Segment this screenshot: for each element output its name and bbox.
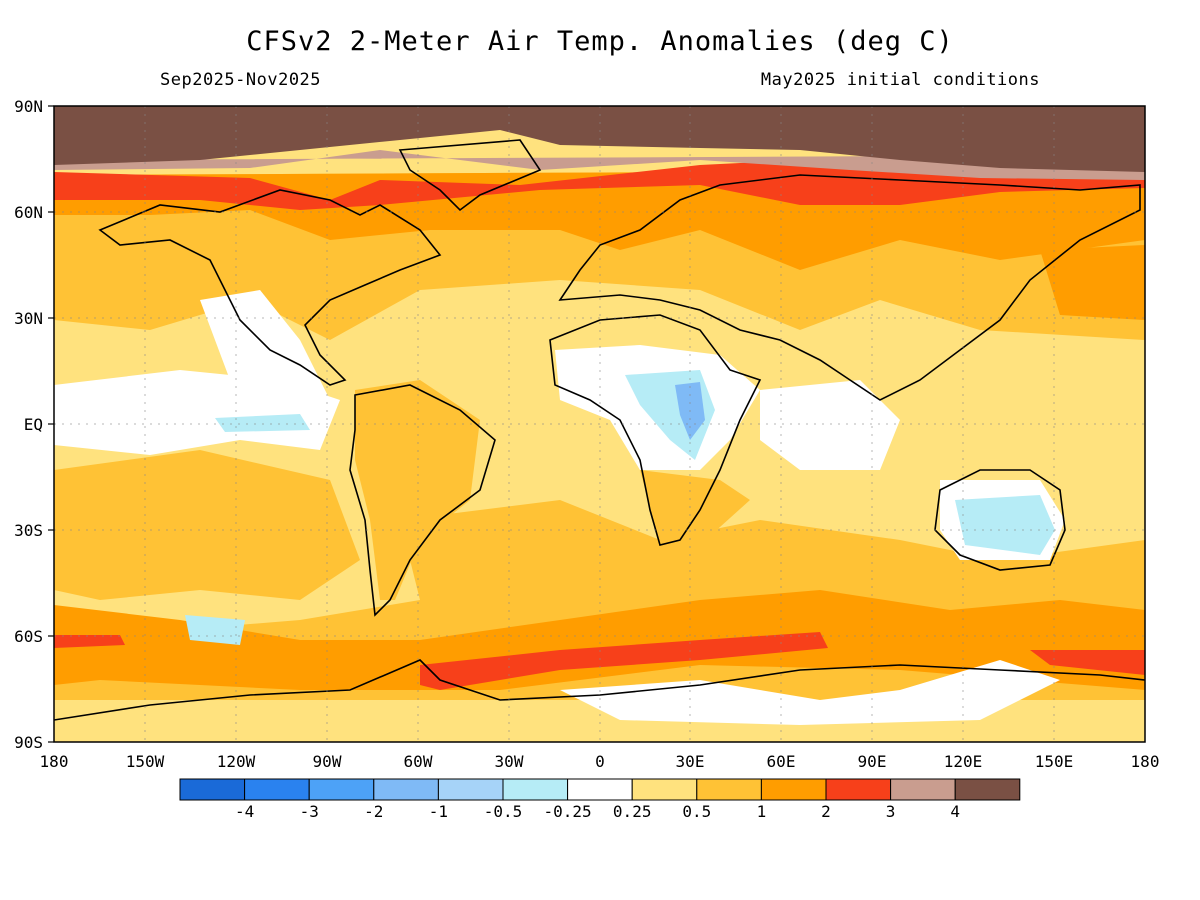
colorbar-swatch bbox=[760, 778, 827, 801]
red-arctic-band bbox=[54, 160, 1145, 210]
colorbar-label: -2 bbox=[364, 802, 383, 821]
warm-band-south-pacific bbox=[54, 450, 360, 600]
colorbar-label: -0.5 bbox=[484, 802, 523, 821]
north-america-outline bbox=[98, 189, 442, 386]
colorbar-label: 0.25 bbox=[613, 802, 652, 821]
lat-label: 90S bbox=[14, 733, 43, 752]
colorbar-swatch bbox=[502, 778, 569, 801]
colorbar-swatch bbox=[825, 778, 892, 801]
lat-label: EQ bbox=[24, 415, 43, 434]
lon-labels: 180 150W 120W 90W 60W 30W 0 30E 60E 90E … bbox=[40, 752, 1160, 771]
orange-southern-ocean bbox=[54, 590, 1145, 690]
lon-label: 180 bbox=[1131, 752, 1160, 771]
graticule bbox=[54, 106, 1145, 742]
colorbar-swatch bbox=[373, 778, 439, 801]
lon-label: 150W bbox=[126, 752, 165, 771]
initial-conditions: May2025 initial conditions bbox=[760, 70, 1040, 90]
colorbar-swatch bbox=[244, 778, 310, 801]
red-south-pacific-west bbox=[54, 635, 125, 648]
colorbar: -4 -3 -2 -1 -0.5 -0.25 0.25 0.5 1 2 3 4 bbox=[179, 778, 1021, 821]
lon-label: 30W bbox=[495, 752, 524, 771]
lat-labels: 90N 60N 30N EQ 30S 60S 90S bbox=[14, 97, 43, 752]
colorbar-swatch bbox=[308, 778, 375, 801]
tan-arctic-band bbox=[54, 150, 1145, 180]
cool-east-pacific bbox=[215, 414, 310, 432]
colorbar-label: -0.25 bbox=[544, 802, 592, 821]
lon-label: 150E bbox=[1035, 752, 1074, 771]
colorbar-swatch bbox=[631, 778, 698, 801]
lon-label: 90W bbox=[313, 752, 342, 771]
cool-australia bbox=[955, 495, 1055, 555]
lon-label: 120E bbox=[944, 752, 983, 771]
africa-outline bbox=[549, 314, 762, 546]
lon-label: 180 bbox=[40, 752, 69, 771]
colorbar-label: 4 bbox=[950, 802, 960, 821]
lat-label: 30S bbox=[14, 521, 43, 540]
colorbar-label: -1 bbox=[429, 802, 448, 821]
colorbar-swatch bbox=[954, 778, 1021, 801]
antarctica-outline bbox=[54, 659, 1145, 721]
greenland-outline bbox=[398, 139, 542, 212]
colorbar-label: -4 bbox=[235, 802, 254, 821]
lat-label: 90N bbox=[14, 97, 43, 116]
lat-label: 60N bbox=[14, 203, 43, 222]
coastlines bbox=[54, 139, 1145, 721]
colorbar-swatch bbox=[179, 778, 246, 801]
cool-south-pacific bbox=[185, 615, 245, 645]
colorbar-label: 2 bbox=[821, 802, 831, 821]
warm-africa-south bbox=[640, 470, 750, 545]
neutral-indian-ocean bbox=[760, 380, 900, 470]
lat-label: 30N bbox=[14, 309, 43, 328]
map-title: CFSv2 2-Meter Air Temp. Anomalies (deg C… bbox=[246, 26, 954, 57]
neutral-antarctica bbox=[560, 660, 1060, 725]
orange-pacific-east bbox=[1040, 245, 1145, 320]
lon-label: 60E bbox=[767, 752, 796, 771]
forecast-period: Sep2025-Nov2025 bbox=[160, 70, 322, 90]
colorbar-swatch bbox=[890, 778, 956, 801]
red-southern-ocean bbox=[420, 632, 828, 690]
australia-outline bbox=[934, 469, 1066, 571]
colorbar-label: 0.5 bbox=[682, 802, 711, 821]
colorbar-swatch bbox=[567, 778, 633, 801]
south-america-outline bbox=[349, 384, 496, 617]
lat-label: 60S bbox=[14, 627, 43, 646]
axis-ticks bbox=[48, 105, 54, 743]
lon-label: 0 bbox=[595, 752, 605, 771]
colorbar-label: 3 bbox=[886, 802, 896, 821]
eurasia-outline bbox=[558, 174, 1141, 401]
colorbar-label: -3 bbox=[300, 802, 319, 821]
lon-label: 30E bbox=[676, 752, 705, 771]
lon-label: 120W bbox=[217, 752, 256, 771]
neutral-east-pacific bbox=[200, 290, 330, 420]
lon-label: 60W bbox=[404, 752, 433, 771]
red-southwest-pacific bbox=[1030, 650, 1145, 675]
colorbar-swatch bbox=[696, 778, 762, 801]
colorbar-label: 1 bbox=[757, 802, 767, 821]
colorbar-swatch bbox=[437, 778, 504, 801]
lon-label: 90E bbox=[858, 752, 887, 771]
